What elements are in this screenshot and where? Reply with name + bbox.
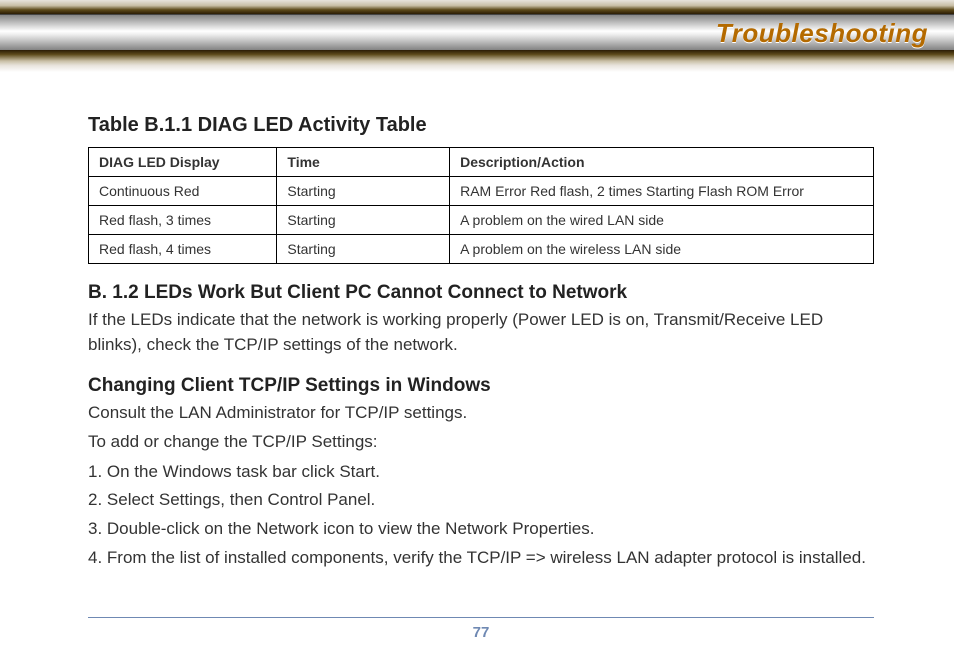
cell-desc: A problem on the wired LAN side — [450, 206, 874, 235]
table-row: Red flash, 4 times Starting A problem on… — [89, 235, 874, 264]
section-b12-body: If the LEDs indicate that the network is… — [88, 308, 874, 357]
col-header-display: DIAG LED Display — [89, 148, 277, 177]
steps-list: 1. On the Windows task bar click Start. … — [88, 460, 874, 570]
banner-top-stripe — [0, 0, 954, 14]
footer-rule — [88, 617, 874, 618]
section-windows-intro: Consult the LAN Administrator for TCP/IP… — [88, 401, 874, 426]
cell-display: Red flash, 4 times — [89, 235, 277, 264]
step-item: 2. Select Settings, then Control Panel. — [88, 488, 874, 512]
col-header-time: Time — [277, 148, 450, 177]
step-item: 1. On the Windows task bar click Start. — [88, 460, 874, 484]
section-windows-lead: To add or change the TCP/IP Settings: — [88, 430, 874, 455]
table-row: Red flash, 3 times Starting A problem on… — [89, 206, 874, 235]
page-title: Troubleshooting — [716, 18, 928, 49]
header-banner: Troubleshooting — [0, 0, 954, 80]
cell-display: Red flash, 3 times — [89, 206, 277, 235]
page-root: Troubleshooting Table B.1.1 DIAG LED Act… — [0, 0, 954, 661]
page-number: 77 — [88, 624, 874, 641]
step-item: 3. Double-click on the Network icon to v… — [88, 517, 874, 541]
table-title: Table B.1.1 DIAG LED Activity Table — [88, 114, 874, 137]
step-item: 4. From the list of installed components… — [88, 546, 874, 570]
cell-time: Starting — [277, 206, 450, 235]
table-header-row: DIAG LED Display Time Description/Action — [89, 148, 874, 177]
cell-desc: A problem on the wireless LAN side — [450, 235, 874, 264]
banner-bottom-stripe — [0, 50, 954, 72]
table-row: Continuous Red Starting RAM Error Red fl… — [89, 177, 874, 206]
col-header-desc: Description/Action — [450, 148, 874, 177]
section-windows-heading: Changing Client TCP/IP Settings in Windo… — [88, 375, 874, 397]
banner-title-bar: Troubleshooting — [0, 14, 954, 52]
diag-led-table: DIAG LED Display Time Description/Action… — [88, 147, 874, 264]
section-b12-heading: B. 1.2 LEDs Work But Client PC Cannot Co… — [88, 282, 874, 304]
page-footer: 77 — [88, 617, 874, 641]
cell-time: Starting — [277, 235, 450, 264]
content-area: Table B.1.1 DIAG LED Activity Table DIAG… — [0, 80, 954, 570]
cell-display: Continuous Red — [89, 177, 277, 206]
cell-time: Starting — [277, 177, 450, 206]
cell-desc: RAM Error Red flash, 2 times Starting Fl… — [450, 177, 874, 206]
